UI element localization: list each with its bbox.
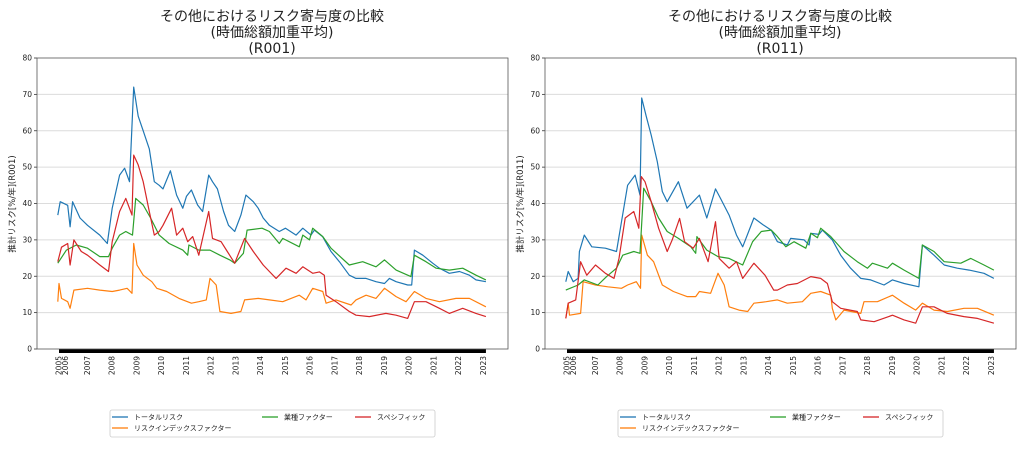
- y-tick-label: 10: [22, 308, 32, 317]
- x-tick-band: [567, 349, 994, 353]
- legend-label: トータルリスク: [642, 413, 691, 422]
- y-tick-label: 60: [22, 126, 32, 135]
- legend-box: [109, 409, 436, 438]
- x-tick-label: 2013: [739, 356, 748, 375]
- x-tick-label: 2019: [380, 356, 389, 375]
- x-tick-label: 2017: [838, 356, 847, 375]
- x-tick-label: 2021: [937, 356, 946, 375]
- series-line-スペシフィック: [565, 176, 995, 324]
- x-tick-label: 2016: [814, 356, 823, 375]
- y-tick-label: 20: [530, 272, 540, 281]
- y-tick-label: 50: [22, 163, 32, 172]
- x-tick-label: 2012: [715, 356, 724, 375]
- legend-box: [617, 409, 944, 438]
- x-tick-label: 2015: [281, 356, 290, 375]
- chart-title-line-3: (R011): [756, 41, 803, 57]
- x-tick-label: 2009: [640, 356, 649, 375]
- y-axis-label: 推計リスク[%/年](R011): [515, 155, 526, 252]
- x-tick-band: [59, 349, 486, 353]
- series-line-リスクインデックスファクター: [57, 242, 487, 314]
- chart-r001: その他におけるリスク寄与度の比較 (時価総額加重平均) (R001) 推計リスク…: [7, 8, 509, 438]
- x-tick-label: 2014: [256, 356, 265, 375]
- x-tick-label: 2005: [563, 356, 572, 375]
- y-axis-label: 推計リスク[%/年](R001): [7, 155, 18, 252]
- y-tick-label: 40: [22, 199, 32, 208]
- x-tick-label: 2014: [764, 356, 773, 375]
- series-line-リスクインデックスファクター: [565, 234, 995, 321]
- x-tick-label: 2010: [665, 356, 674, 375]
- chart-title-line-2: (時価総額加重平均): [719, 25, 842, 41]
- y-tick-label: 80: [530, 54, 540, 63]
- y-tick-label: 30: [22, 235, 32, 244]
- x-tick-label: 2010: [157, 356, 166, 375]
- x-tick-label: 2020: [405, 356, 414, 375]
- chart-title-line-1: その他におけるリスク寄与度の比較: [160, 8, 384, 25]
- chart-title-line-3: (R001): [248, 41, 295, 57]
- y-tick-label: 20: [22, 272, 32, 281]
- x-tick-label: 2013: [231, 356, 240, 375]
- legend-label: 業種ファクター: [792, 413, 841, 422]
- x-tick-label: 2007: [591, 356, 600, 375]
- x-tick-label: 2016: [306, 356, 315, 375]
- x-tick-label: 2019: [888, 356, 897, 375]
- x-tick-label: 2005: [55, 356, 64, 375]
- chart-r011: その他におけるリスク寄与度の比較 (時価総額加重平均) (R011) 推計リスク…: [515, 8, 1017, 438]
- series-line-スペシフィック: [57, 154, 487, 319]
- series-line-業種ファクター: [565, 187, 995, 291]
- series-line-トータルリスク: [57, 86, 487, 286]
- x-tick-label: 2017: [330, 356, 339, 375]
- y-tick-label: 60: [530, 126, 540, 135]
- legend-label: スペシフィック: [377, 414, 425, 422]
- x-tick-label: 2006: [61, 356, 70, 375]
- x-tick-label: 2006: [569, 356, 578, 375]
- x-tick-label: 2008: [616, 356, 625, 375]
- y-tick-label: 70: [22, 90, 32, 99]
- legend-label: リスクインデックスファクター: [134, 424, 232, 433]
- y-tick-label: 10: [530, 308, 540, 317]
- plot-frame: [544, 57, 1017, 350]
- legend-label: 業種ファクター: [284, 413, 333, 422]
- y-tick-label: 80: [22, 54, 32, 63]
- plot-frame: [36, 57, 509, 350]
- x-tick-label: 2011: [690, 356, 699, 375]
- x-tick-label: 2023: [479, 356, 488, 375]
- x-tick-label: 2008: [108, 356, 117, 375]
- y-tick-label: 40: [530, 199, 540, 208]
- x-tick-label: 2022: [962, 356, 971, 375]
- x-tick-label: 2022: [454, 356, 463, 375]
- x-tick-label: 2011: [182, 356, 191, 375]
- x-tick-label: 2012: [207, 356, 216, 375]
- x-tick-label: 2018: [863, 356, 872, 375]
- series-line-トータルリスク: [565, 97, 995, 288]
- x-tick-label: 2015: [789, 356, 798, 375]
- chart-title-line-1: その他におけるリスク寄与度の比較: [668, 8, 892, 25]
- y-tick-label: 70: [530, 90, 540, 99]
- y-tick-label: 30: [530, 235, 540, 244]
- x-tick-label: 2020: [913, 356, 922, 375]
- x-tick-label: 2023: [987, 356, 996, 375]
- legend-label: スペシフィック: [885, 414, 933, 422]
- chart-title-line-2: (時価総額加重平均): [211, 25, 334, 41]
- series-line-業種ファクター: [57, 197, 487, 281]
- y-tick-label: 0: [535, 345, 540, 354]
- y-tick-label: 0: [27, 345, 32, 354]
- x-tick-label: 2009: [132, 356, 141, 375]
- y-tick-label: 50: [530, 163, 540, 172]
- x-tick-label: 2021: [429, 356, 438, 375]
- legend-label: トータルリスク: [134, 413, 183, 422]
- x-tick-label: 2018: [355, 356, 364, 375]
- x-tick-label: 2007: [83, 356, 92, 375]
- legend-label: リスクインデックスファクター: [642, 424, 740, 433]
